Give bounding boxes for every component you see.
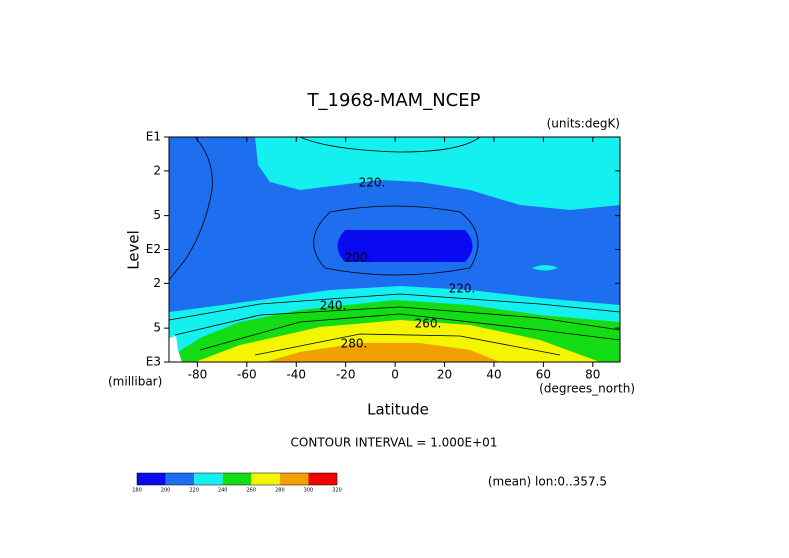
x-tick-label: 0	[391, 368, 399, 382]
colorbar-label: 260	[247, 488, 257, 494]
contour-lines	[169, 137, 620, 356]
contour-fill	[169, 137, 620, 362]
x-unit-label: (degrees_north)	[539, 382, 635, 396]
colorbar-label: 240	[218, 488, 228, 494]
contour-region	[532, 265, 558, 271]
y-tick-label: 5	[153, 208, 161, 222]
colorbar-swatch	[251, 473, 280, 485]
colorbar-label: 200	[161, 488, 171, 494]
x-tick-label: -60	[237, 368, 257, 382]
contour-region	[337, 230, 473, 262]
footnote: (mean) lon:0..357.5	[488, 475, 607, 489]
y-tick-label: 2	[153, 276, 161, 290]
contour-region	[265, 343, 500, 362]
contour-region	[255, 137, 620, 210]
x-axis-label: Latitude	[367, 401, 429, 419]
chart-title: T_1968-MAM_NCEP	[307, 90, 481, 111]
y-tick-label: E3	[146, 355, 161, 369]
x-tick-label: -40	[286, 368, 306, 382]
x-tick-label: -80	[188, 368, 208, 382]
y-tick-label: E2	[146, 242, 161, 256]
colorbar-label: 300	[304, 488, 314, 494]
contour-label: 240.	[320, 299, 347, 313]
contour-region	[195, 320, 600, 362]
colorbar-swatch	[194, 473, 223, 485]
y-tick-label: 5	[153, 321, 161, 335]
y-tick-label: E1	[146, 130, 161, 144]
contour-label: 260.	[415, 317, 442, 331]
colorbar-swatch	[279, 473, 309, 485]
contour-label: 200.	[345, 251, 372, 265]
colorbar-label: 320	[332, 488, 342, 494]
x-tick-label: 60	[536, 368, 551, 382]
colorbar-swatch	[308, 473, 337, 485]
y-axis-label: Level	[125, 230, 143, 270]
contour-label: 280.	[341, 337, 368, 351]
units-label: (units:degK)	[547, 117, 620, 131]
x-tick-label: 40	[486, 368, 501, 382]
colorbar-label: 280	[275, 488, 285, 494]
contour-label: 220.	[449, 282, 476, 296]
colorbar-label: 180	[132, 488, 142, 494]
colorbar-swatch	[137, 473, 166, 485]
colorbar-label: 220	[189, 488, 199, 494]
x-tick-label: -20	[336, 368, 356, 382]
colorbar-swatch	[165, 473, 195, 485]
contour-interval: CONTOUR INTERVAL = 1.000E+01	[291, 436, 498, 450]
y-unit-label: (millibar)	[108, 375, 162, 389]
x-tick-label: 20	[437, 368, 452, 382]
x-tick-label: 80	[585, 368, 600, 382]
contour-label: 220.	[359, 176, 386, 190]
y-tick-label: 2	[153, 163, 161, 177]
colorbar-frame	[136, 472, 338, 486]
colorbar-swatch	[222, 473, 252, 485]
